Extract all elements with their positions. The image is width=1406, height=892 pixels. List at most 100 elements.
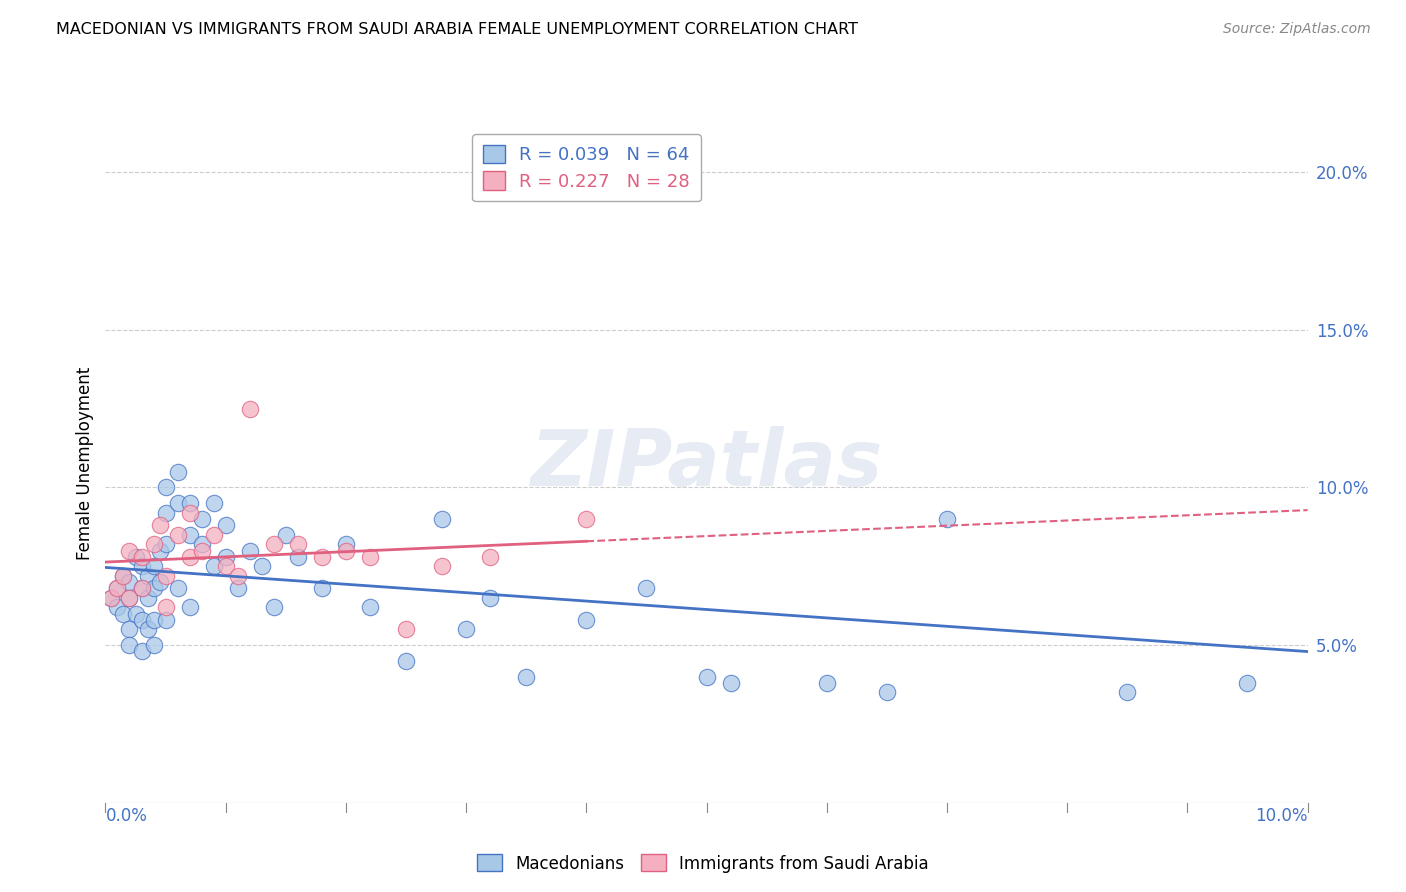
Point — [179, 496, 201, 510]
Point — [166, 465, 188, 479]
Point — [226, 582, 249, 596]
Text: 10.0%: 10.0% — [1256, 807, 1308, 825]
Point — [112, 568, 135, 582]
Point — [131, 559, 153, 574]
Point — [515, 670, 537, 684]
Point — [148, 518, 170, 533]
Point — [136, 623, 159, 637]
Point — [136, 591, 159, 605]
Point — [551, 165, 574, 179]
Point — [202, 496, 225, 510]
Point — [202, 559, 225, 574]
Point — [136, 568, 159, 582]
Point — [359, 549, 381, 564]
Point — [118, 623, 141, 637]
Point — [131, 613, 153, 627]
Point — [1116, 685, 1139, 699]
Point — [479, 591, 502, 605]
Point — [876, 685, 898, 699]
Point — [142, 613, 165, 627]
Point — [815, 676, 838, 690]
Legend: Macedonians, Immigrants from Saudi Arabia: Macedonians, Immigrants from Saudi Arabi… — [471, 847, 935, 880]
Point — [214, 549, 236, 564]
Point — [155, 537, 177, 551]
Point — [214, 559, 236, 574]
Point — [179, 600, 201, 615]
Point — [575, 512, 598, 526]
Point — [131, 549, 153, 564]
Point — [430, 512, 453, 526]
Text: MACEDONIAN VS IMMIGRANTS FROM SAUDI ARABIA FEMALE UNEMPLOYMENT CORRELATION CHART: MACEDONIAN VS IMMIGRANTS FROM SAUDI ARAB… — [56, 22, 858, 37]
Point — [479, 549, 502, 564]
Point — [395, 623, 418, 637]
Point — [274, 528, 297, 542]
Point — [359, 600, 381, 615]
Point — [107, 600, 129, 615]
Point — [155, 600, 177, 615]
Point — [311, 582, 333, 596]
Point — [142, 638, 165, 652]
Point — [166, 528, 188, 542]
Point — [131, 582, 153, 596]
Point — [100, 591, 122, 605]
Point — [179, 549, 201, 564]
Point — [118, 638, 141, 652]
Point — [636, 582, 658, 596]
Point — [118, 591, 141, 605]
Point — [311, 549, 333, 564]
Point — [214, 518, 236, 533]
Point — [124, 607, 146, 621]
Point — [190, 543, 212, 558]
Point — [131, 582, 153, 596]
Point — [250, 559, 273, 574]
Point — [179, 528, 201, 542]
Point — [239, 401, 262, 416]
Point — [335, 537, 357, 551]
Point — [395, 654, 418, 668]
Point — [107, 582, 129, 596]
Point — [155, 568, 177, 582]
Point — [263, 600, 285, 615]
Point — [112, 607, 135, 621]
Point — [155, 613, 177, 627]
Point — [239, 543, 262, 558]
Point — [112, 568, 135, 582]
Point — [142, 559, 165, 574]
Point — [166, 496, 188, 510]
Point — [263, 537, 285, 551]
Point — [155, 481, 177, 495]
Point — [155, 506, 177, 520]
Point — [118, 543, 141, 558]
Y-axis label: Female Unemployment: Female Unemployment — [76, 368, 94, 560]
Point — [142, 582, 165, 596]
Point — [190, 537, 212, 551]
Point — [148, 575, 170, 590]
Point — [575, 613, 598, 627]
Point — [148, 543, 170, 558]
Point — [131, 644, 153, 658]
Text: 0.0%: 0.0% — [105, 807, 148, 825]
Text: ZIPatlas: ZIPatlas — [530, 425, 883, 502]
Point — [430, 559, 453, 574]
Point — [100, 591, 122, 605]
Point — [287, 549, 309, 564]
Point — [179, 506, 201, 520]
Point — [936, 512, 959, 526]
Point — [202, 528, 225, 542]
Point — [696, 670, 718, 684]
Point — [226, 568, 249, 582]
Text: Source: ZipAtlas.com: Source: ZipAtlas.com — [1223, 22, 1371, 37]
Point — [107, 582, 129, 596]
Point — [454, 623, 477, 637]
Point — [1236, 676, 1258, 690]
Point — [335, 543, 357, 558]
Point — [142, 537, 165, 551]
Point — [124, 549, 146, 564]
Legend: R = 0.039   N = 64, R = 0.227   N = 28: R = 0.039 N = 64, R = 0.227 N = 28 — [472, 134, 700, 202]
Point — [720, 676, 742, 690]
Point — [166, 582, 188, 596]
Point — [118, 575, 141, 590]
Point — [287, 537, 309, 551]
Point — [118, 591, 141, 605]
Point — [190, 512, 212, 526]
